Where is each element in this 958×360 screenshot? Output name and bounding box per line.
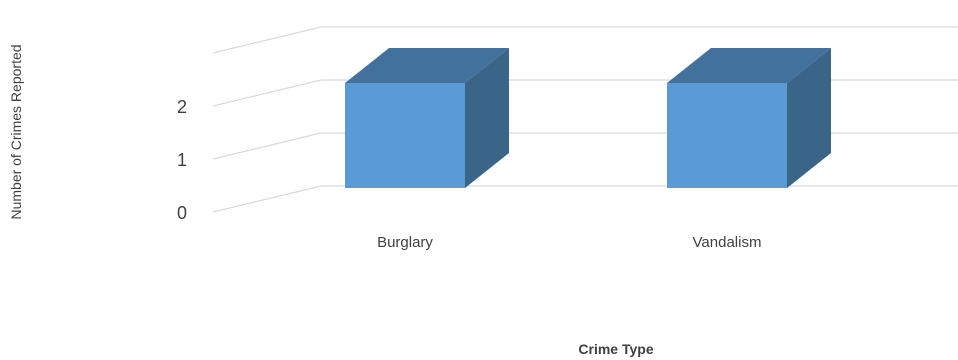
- y-axis-title: Number of Crimes Reported: [8, 44, 24, 219]
- chart-grid: [212, 26, 958, 213]
- bar-vandalism: [667, 48, 831, 188]
- bar-series: [345, 48, 831, 188]
- bar-front-face: [667, 83, 787, 188]
- x-category-label: Vandalism: [693, 234, 762, 251]
- x-axis-title: Crime Type: [578, 341, 653, 357]
- y-tick-label: 2: [177, 97, 187, 117]
- bar-side-face: [465, 48, 509, 188]
- y-axis-ticks: 0 1 2: [177, 97, 187, 223]
- gridline: [212, 79, 958, 107]
- gridline: [212, 132, 958, 160]
- gridline: [212, 185, 958, 213]
- bar-top-face: [667, 48, 831, 83]
- bar-side-face: [787, 48, 831, 188]
- x-category-label: Burglary: [377, 234, 433, 251]
- bar-top-face: [345, 48, 509, 83]
- y-tick-label: 1: [177, 150, 187, 170]
- bar-front-face: [345, 83, 465, 188]
- gridline: [212, 26, 958, 54]
- x-axis-categories: Burglary Vandalism: [377, 234, 761, 251]
- y-tick-label: 0: [177, 203, 187, 223]
- bar-burglary: [345, 48, 509, 188]
